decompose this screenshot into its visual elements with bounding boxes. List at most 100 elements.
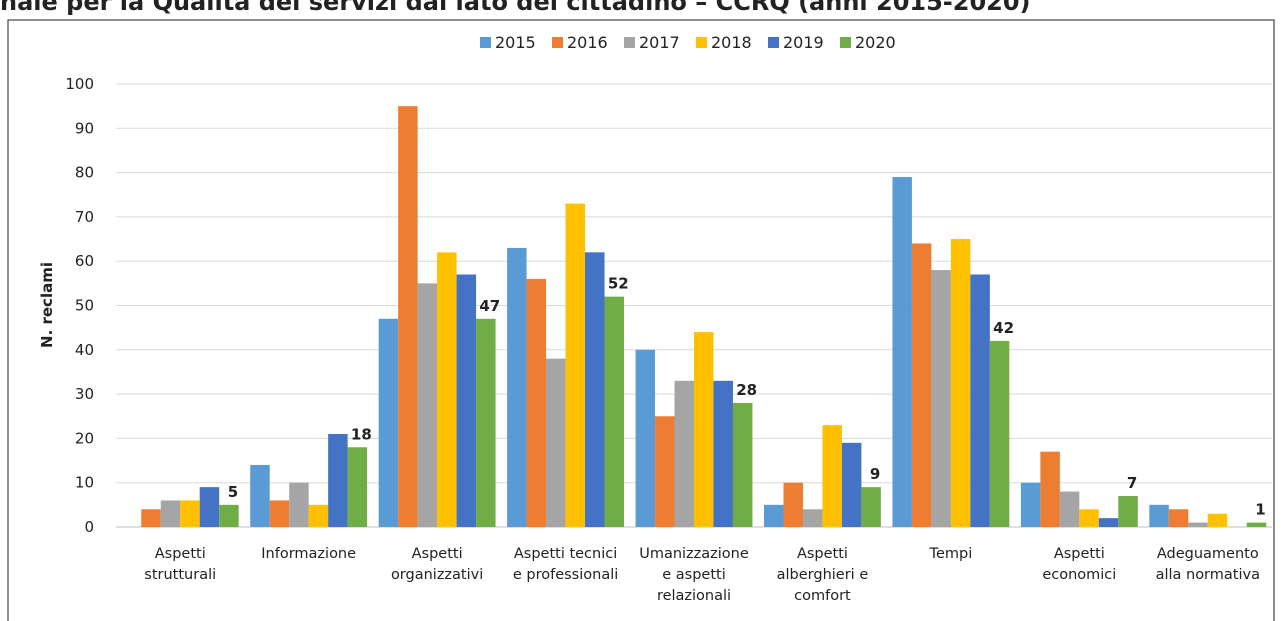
- bar: [841, 442, 862, 527]
- x-tick-label: Aspetti: [797, 546, 848, 562]
- value-label: 5: [228, 483, 238, 501]
- bar: [526, 278, 547, 527]
- x-tick-label: economici: [1042, 567, 1116, 583]
- y-tick-label: 20: [75, 429, 94, 447]
- bar: [950, 239, 971, 528]
- x-tick-label: organizzativi: [391, 567, 483, 583]
- legend-swatch: [840, 37, 851, 48]
- bar: [417, 283, 438, 527]
- bar: [328, 433, 348, 527]
- legend-label: 2017: [639, 33, 680, 52]
- y-axis-label: N. reclami: [38, 262, 56, 348]
- bar: [931, 270, 951, 527]
- legend-label: 2020: [855, 33, 896, 52]
- bar: [1059, 491, 1080, 527]
- bar: [802, 509, 823, 527]
- x-tick-label: Informazione: [261, 546, 356, 562]
- value-label: 9: [870, 465, 880, 483]
- bar: [289, 482, 309, 527]
- x-tick-label: Adeguamento: [1157, 546, 1259, 562]
- value-label: 1: [1255, 501, 1265, 519]
- legend-swatch: [624, 37, 635, 48]
- bar: [635, 349, 656, 527]
- bar: [437, 252, 457, 527]
- legend-label: 2015: [495, 33, 536, 52]
- value-label: 18: [351, 425, 372, 443]
- bar: [1246, 522, 1267, 527]
- legend-swatch: [696, 37, 707, 48]
- bar: [1040, 451, 1060, 527]
- legend-swatch: [552, 37, 563, 48]
- value-label: 47: [479, 297, 500, 315]
- bar: [308, 504, 329, 527]
- x-tick-label: Tempi: [929, 546, 973, 562]
- bar: [585, 252, 605, 527]
- legend-label: 2019: [783, 33, 824, 52]
- bar: [476, 318, 496, 527]
- y-tick-label: 50: [75, 297, 94, 315]
- x-tick-label: alla normativa: [1156, 567, 1260, 583]
- x-tick-label: alberghieri e: [777, 567, 869, 583]
- y-tick-label: 10: [75, 474, 94, 492]
- bar: [1020, 482, 1041, 527]
- bar: [347, 447, 368, 527]
- x-tick-label: Umanizzazione: [639, 546, 749, 562]
- bar: [160, 500, 181, 527]
- bar: [219, 504, 239, 527]
- y-tick-label: 100: [65, 75, 94, 93]
- bar: [507, 247, 527, 527]
- bar: [180, 500, 200, 527]
- bar: [1149, 504, 1169, 527]
- bar: [565, 203, 586, 528]
- y-tick-label: 80: [75, 164, 94, 182]
- x-tick-label: Aspetti: [155, 546, 206, 562]
- y-tick-label: 0: [84, 518, 94, 536]
- bar: [970, 274, 990, 527]
- legend-swatch: [480, 37, 491, 48]
- bar: [1098, 518, 1119, 527]
- bar: [250, 464, 270, 527]
- legend-swatch: [768, 37, 779, 48]
- bar: [546, 358, 566, 527]
- bar: [989, 340, 1010, 527]
- bar: [892, 177, 912, 527]
- bar: [378, 318, 399, 527]
- bar: [822, 425, 842, 527]
- x-tick-label: Aspetti: [412, 546, 463, 562]
- y-tick-label: 40: [75, 341, 94, 359]
- bar: [674, 380, 694, 527]
- bar: [655, 416, 675, 527]
- chart-frame: [7, 19, 1275, 621]
- value-label: 28: [736, 381, 757, 399]
- bar: [764, 504, 784, 527]
- y-tick-label: 90: [75, 119, 94, 137]
- chart-title: nale per la Qualità dei servizi dal lato…: [0, 0, 1031, 16]
- x-tick-label: strutturali: [144, 567, 216, 583]
- bar: [1207, 513, 1228, 527]
- bar: [783, 482, 803, 527]
- bar: [861, 487, 881, 527]
- x-tick-label: comfort: [794, 588, 851, 604]
- value-label: 7: [1127, 474, 1137, 492]
- bar: [398, 106, 418, 528]
- bar: [713, 380, 733, 527]
- bar: [911, 243, 932, 528]
- x-tick-label: e professionali: [513, 567, 618, 583]
- x-tick-label: e aspetti: [662, 567, 726, 583]
- legend-label: 2018: [711, 33, 752, 52]
- legend-label: 2016: [567, 33, 608, 52]
- bar: [732, 402, 753, 527]
- y-tick-label: 70: [75, 208, 94, 226]
- bar: [1168, 509, 1189, 527]
- bar: [269, 500, 290, 527]
- y-tick-label: 60: [75, 252, 94, 270]
- value-label: 52: [608, 275, 629, 293]
- bar: [604, 296, 624, 527]
- bar: [694, 332, 714, 527]
- x-tick-label: Aspetti tecnici: [514, 546, 617, 562]
- bar: [1079, 509, 1099, 527]
- y-tick-label: 30: [75, 385, 94, 403]
- bar: [456, 274, 477, 527]
- value-label: 42: [993, 319, 1014, 337]
